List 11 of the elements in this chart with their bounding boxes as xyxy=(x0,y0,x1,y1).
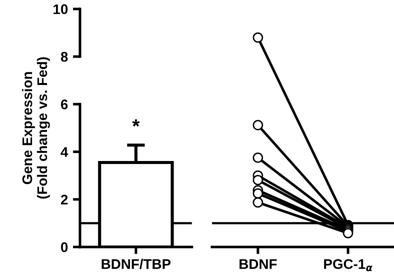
y-tick-label: 2 xyxy=(60,194,68,204)
y-axis-title: Gene Expression (Fold change vs. Fed) xyxy=(22,57,50,199)
y-tick-label: 8 xyxy=(60,52,68,62)
y-tick-label: 10 xyxy=(54,4,68,14)
annotation: * xyxy=(132,119,140,127)
x-tick-label: BDNF xyxy=(240,259,277,269)
y-tick-label: 0 xyxy=(61,242,68,252)
y-tick-label: 6 xyxy=(60,100,68,110)
x-tick-label: BDNF/TBP xyxy=(102,258,171,270)
y-tick-label: 4 xyxy=(60,147,68,157)
x-tick-label: PGC-1$_{α}$ xyxy=(324,259,372,272)
